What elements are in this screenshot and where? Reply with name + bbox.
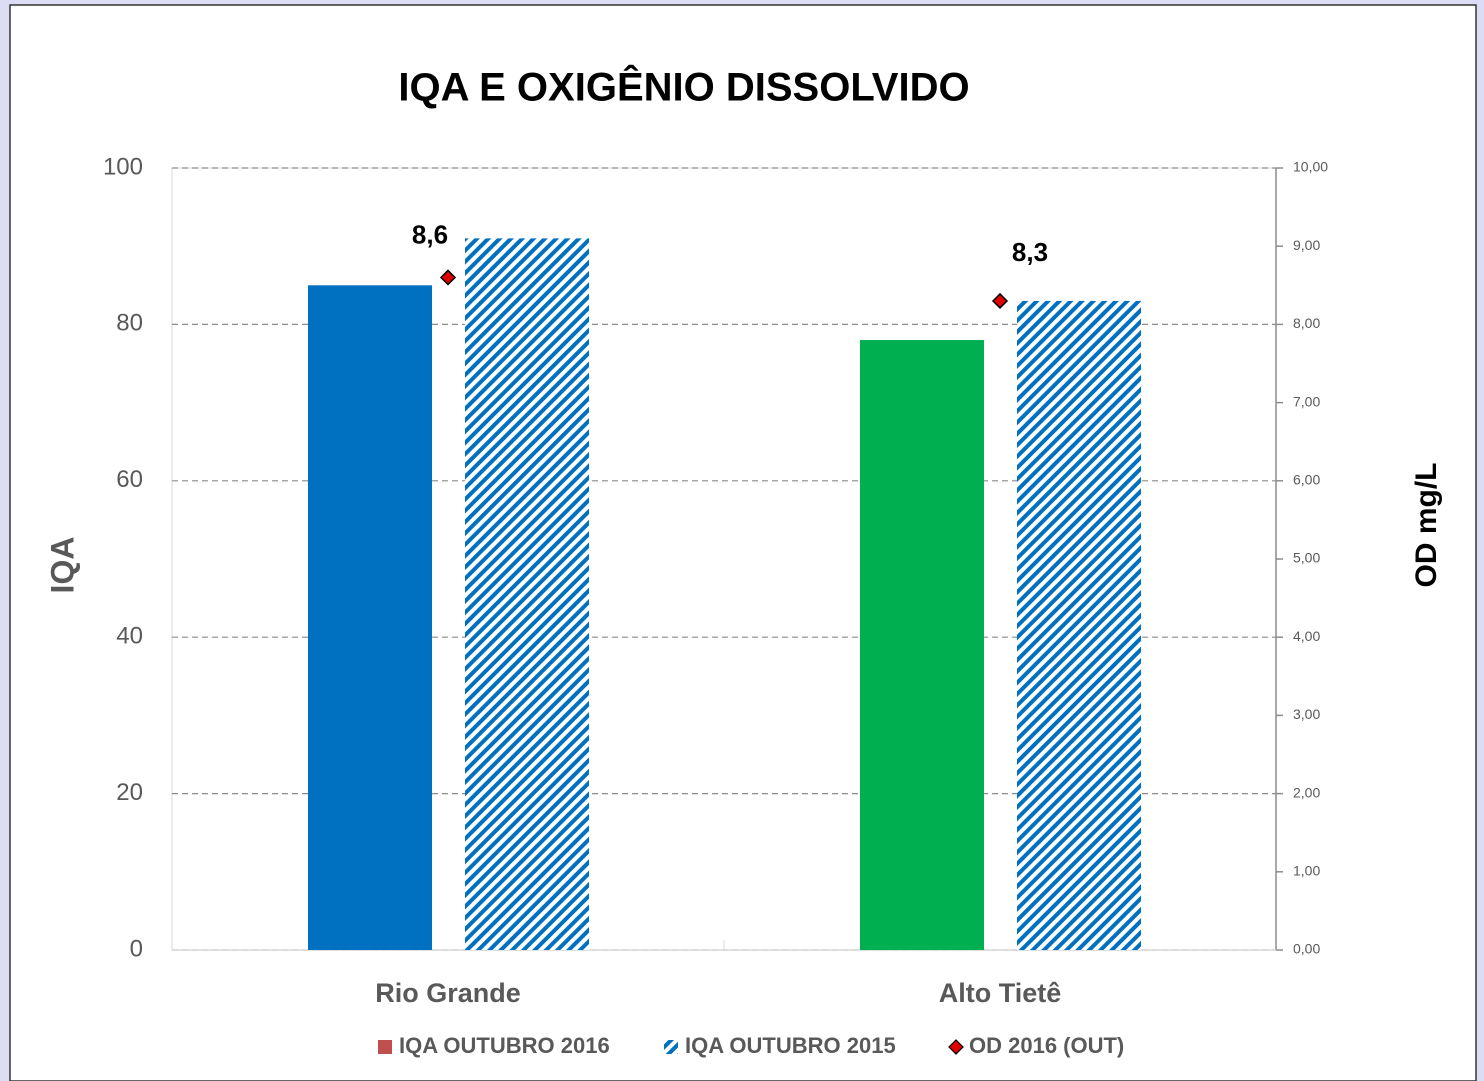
y-tick-label: 60: [116, 466, 143, 493]
data-label: 8,3: [1012, 237, 1048, 267]
y2-tick-label: 2,00: [1293, 784, 1320, 800]
chart-title: IQA E OXIGÊNIO DISSOLVIDO: [398, 64, 969, 110]
y2-tick-label: 1,00: [1293, 863, 1320, 879]
y2-tick-label: 6,00: [1293, 472, 1320, 488]
y2-tick-label: 5,00: [1293, 550, 1320, 566]
bar: [1017, 300, 1141, 950]
legend-swatch: [378, 1040, 392, 1054]
data-label: 8,6: [412, 219, 448, 249]
x-tick-label: Rio Grande: [375, 978, 521, 1008]
y-tick-label: 100: [103, 153, 143, 180]
legend-label: IQA OUTUBRO 2015: [685, 1033, 896, 1058]
y-tick-label: 0: [130, 935, 143, 962]
y-axis-title: IQA: [44, 537, 80, 594]
y2-tick-label: 7,00: [1293, 393, 1320, 409]
legend-swatch: [948, 1039, 964, 1055]
od-marker: [439, 269, 457, 286]
y-tick-label: 40: [116, 623, 143, 650]
y2-tick-label: 8,00: [1293, 315, 1320, 331]
y2-tick-label: 0,00: [1293, 941, 1320, 957]
legend-label: IQA OUTUBRO 2016: [399, 1033, 610, 1058]
y2-tick-label: 3,00: [1293, 706, 1320, 722]
y2-tick-label: 4,00: [1293, 628, 1320, 644]
y2-tick-label: 10,00: [1293, 159, 1328, 175]
y2-tick-label: 9,00: [1293, 237, 1320, 253]
x-tick-label: Alto Tietê: [939, 978, 1062, 1008]
y-tick-label: 20: [116, 779, 143, 806]
bar: [860, 340, 984, 950]
y2-axis-title: OD mg/L: [1410, 463, 1443, 588]
bar: [308, 285, 432, 950]
od-marker: [991, 292, 1009, 310]
bar: [465, 238, 589, 950]
y-tick-label: 80: [116, 310, 143, 337]
legend-label: OD 2016 (OUT): [969, 1033, 1124, 1058]
legend-swatch: [664, 1040, 678, 1054]
chart-panel: [9, 4, 1477, 1081]
